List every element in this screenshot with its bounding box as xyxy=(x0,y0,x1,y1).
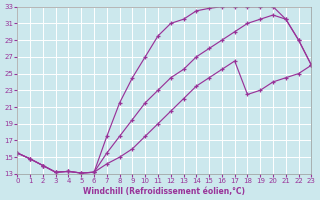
X-axis label: Windchill (Refroidissement éolien,°C): Windchill (Refroidissement éolien,°C) xyxy=(84,187,245,196)
